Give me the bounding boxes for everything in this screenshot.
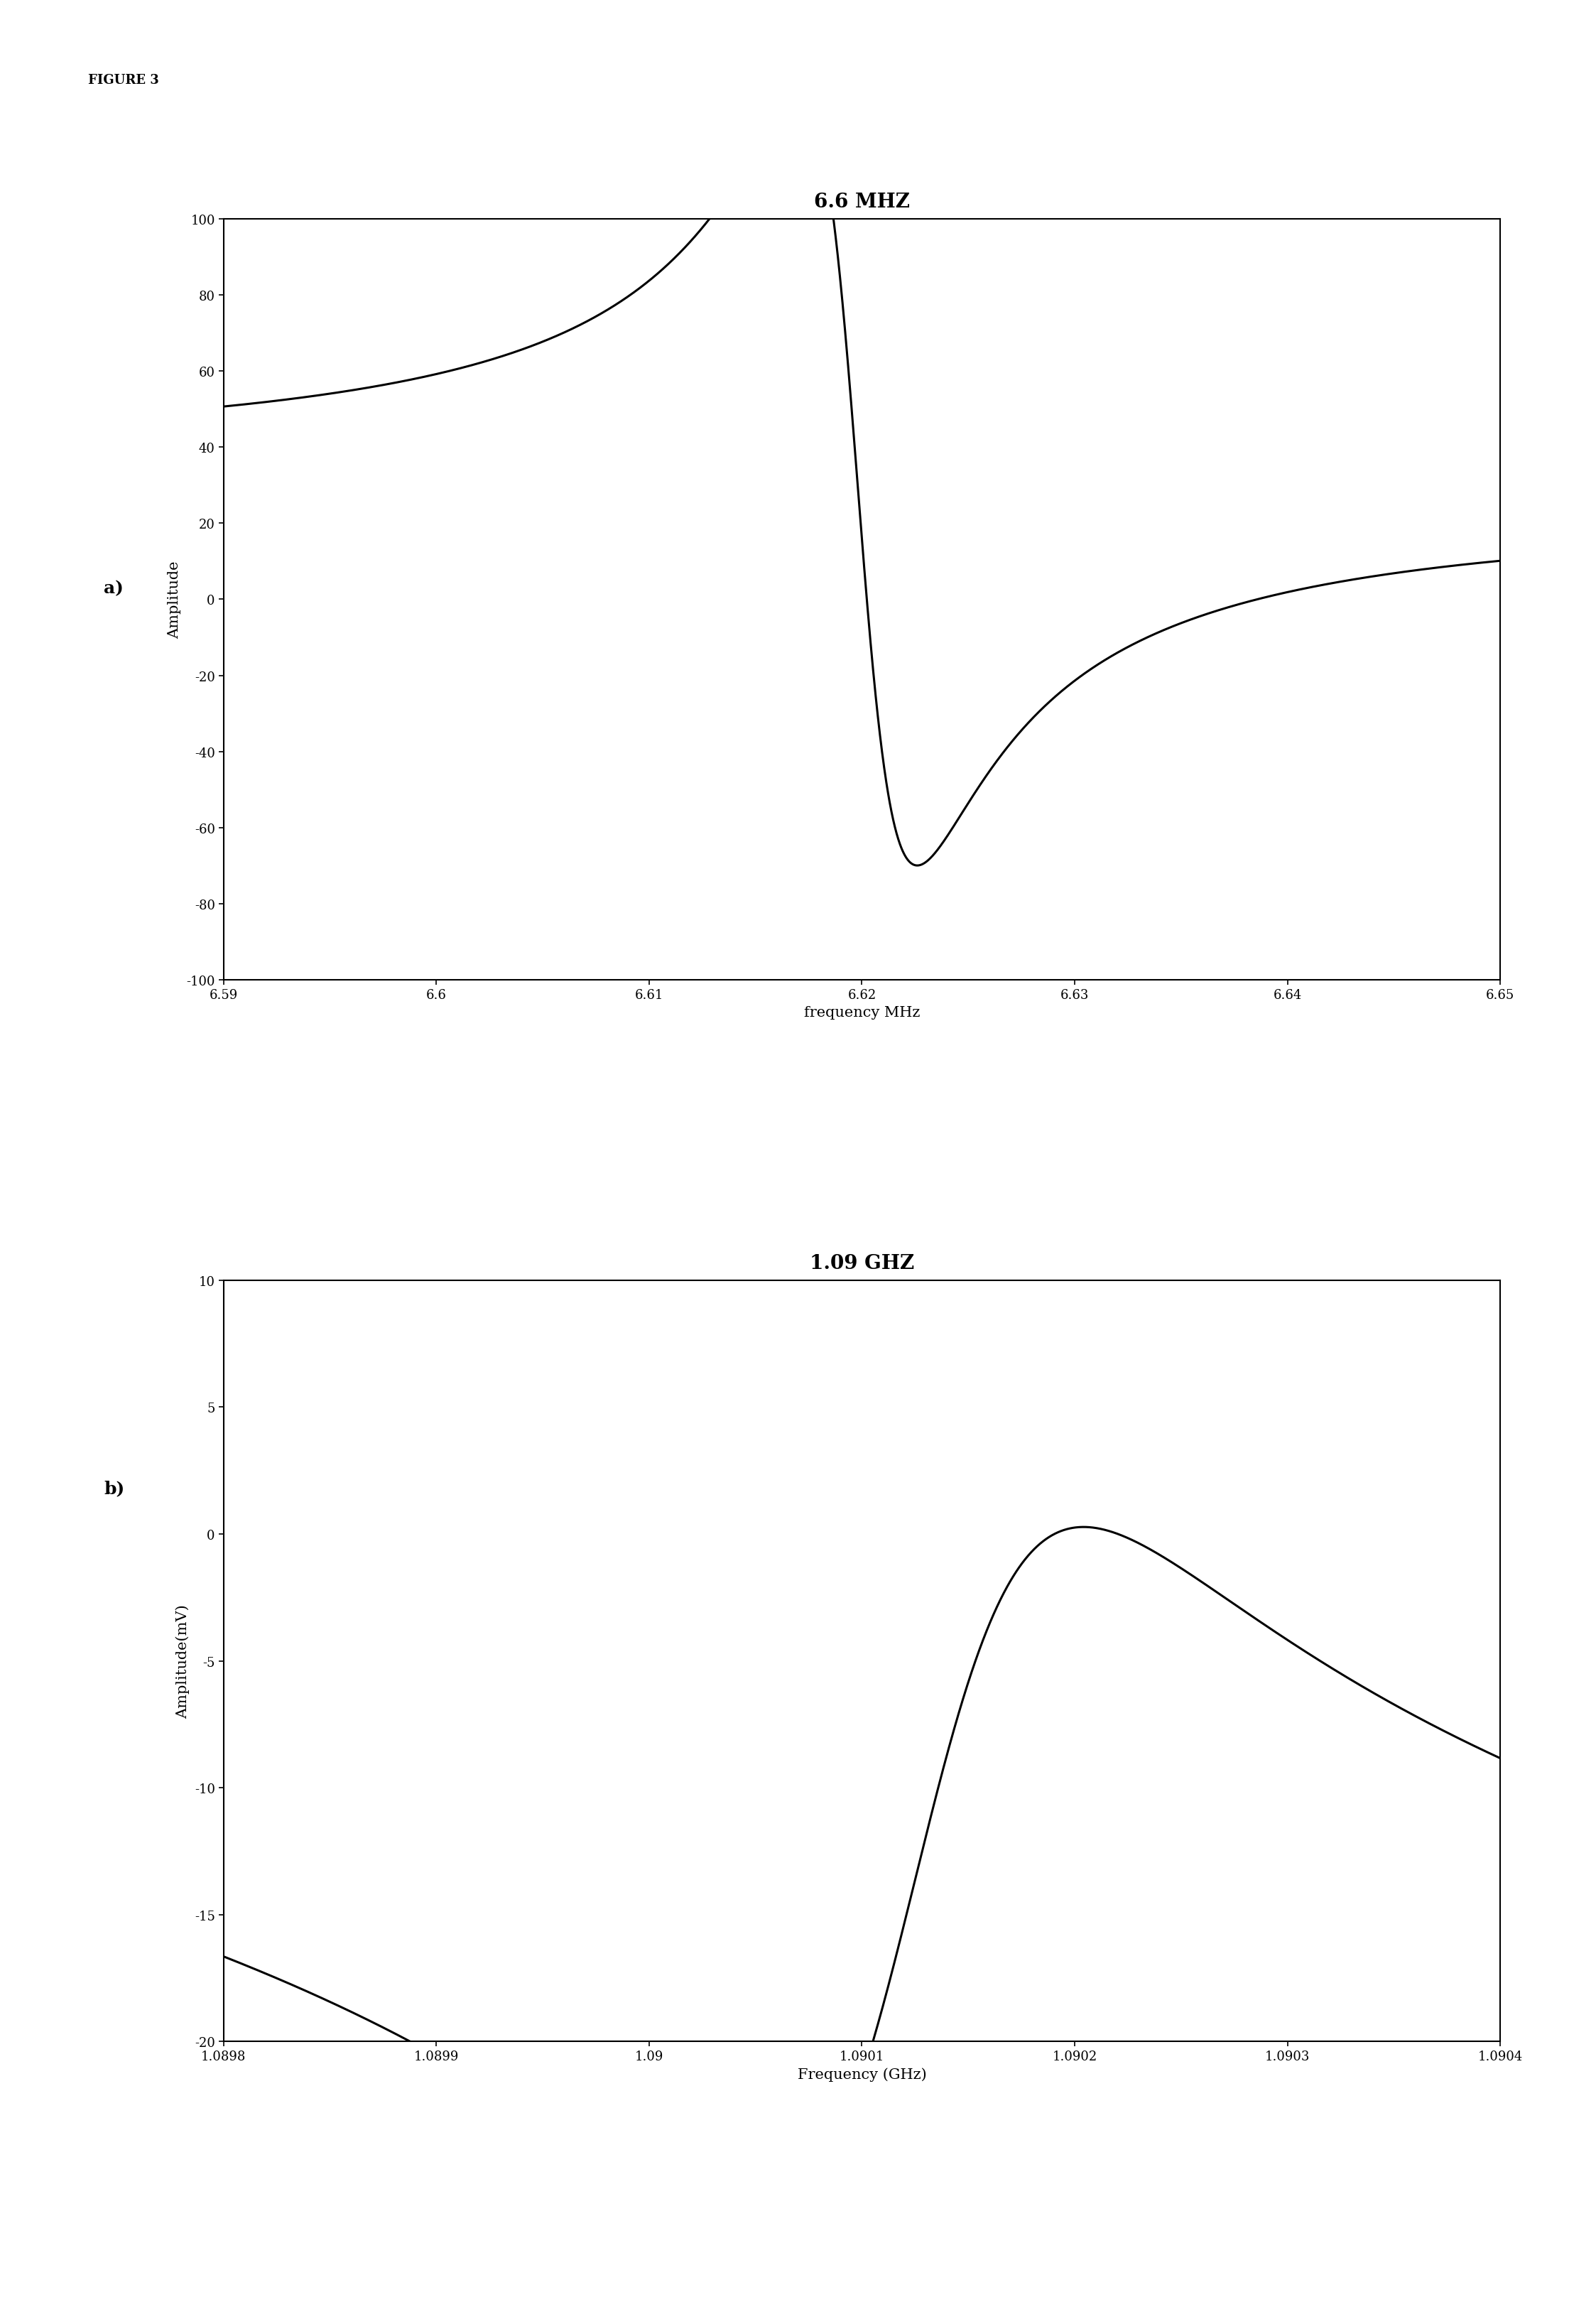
Y-axis label: Amplitude(mV): Amplitude(mV)	[176, 1603, 190, 1719]
Text: a): a)	[104, 579, 123, 598]
Text: FIGURE 3: FIGURE 3	[88, 74, 158, 88]
Title: 6.6 MHZ: 6.6 MHZ	[814, 191, 910, 212]
X-axis label: Frequency (GHz): Frequency (GHz)	[798, 2067, 926, 2081]
Text: b): b)	[104, 1479, 124, 1497]
Title: 1.09 GHZ: 1.09 GHZ	[809, 1253, 915, 1273]
X-axis label: frequency MHz: frequency MHz	[804, 1006, 919, 1020]
Y-axis label: Amplitude: Amplitude	[168, 561, 182, 639]
